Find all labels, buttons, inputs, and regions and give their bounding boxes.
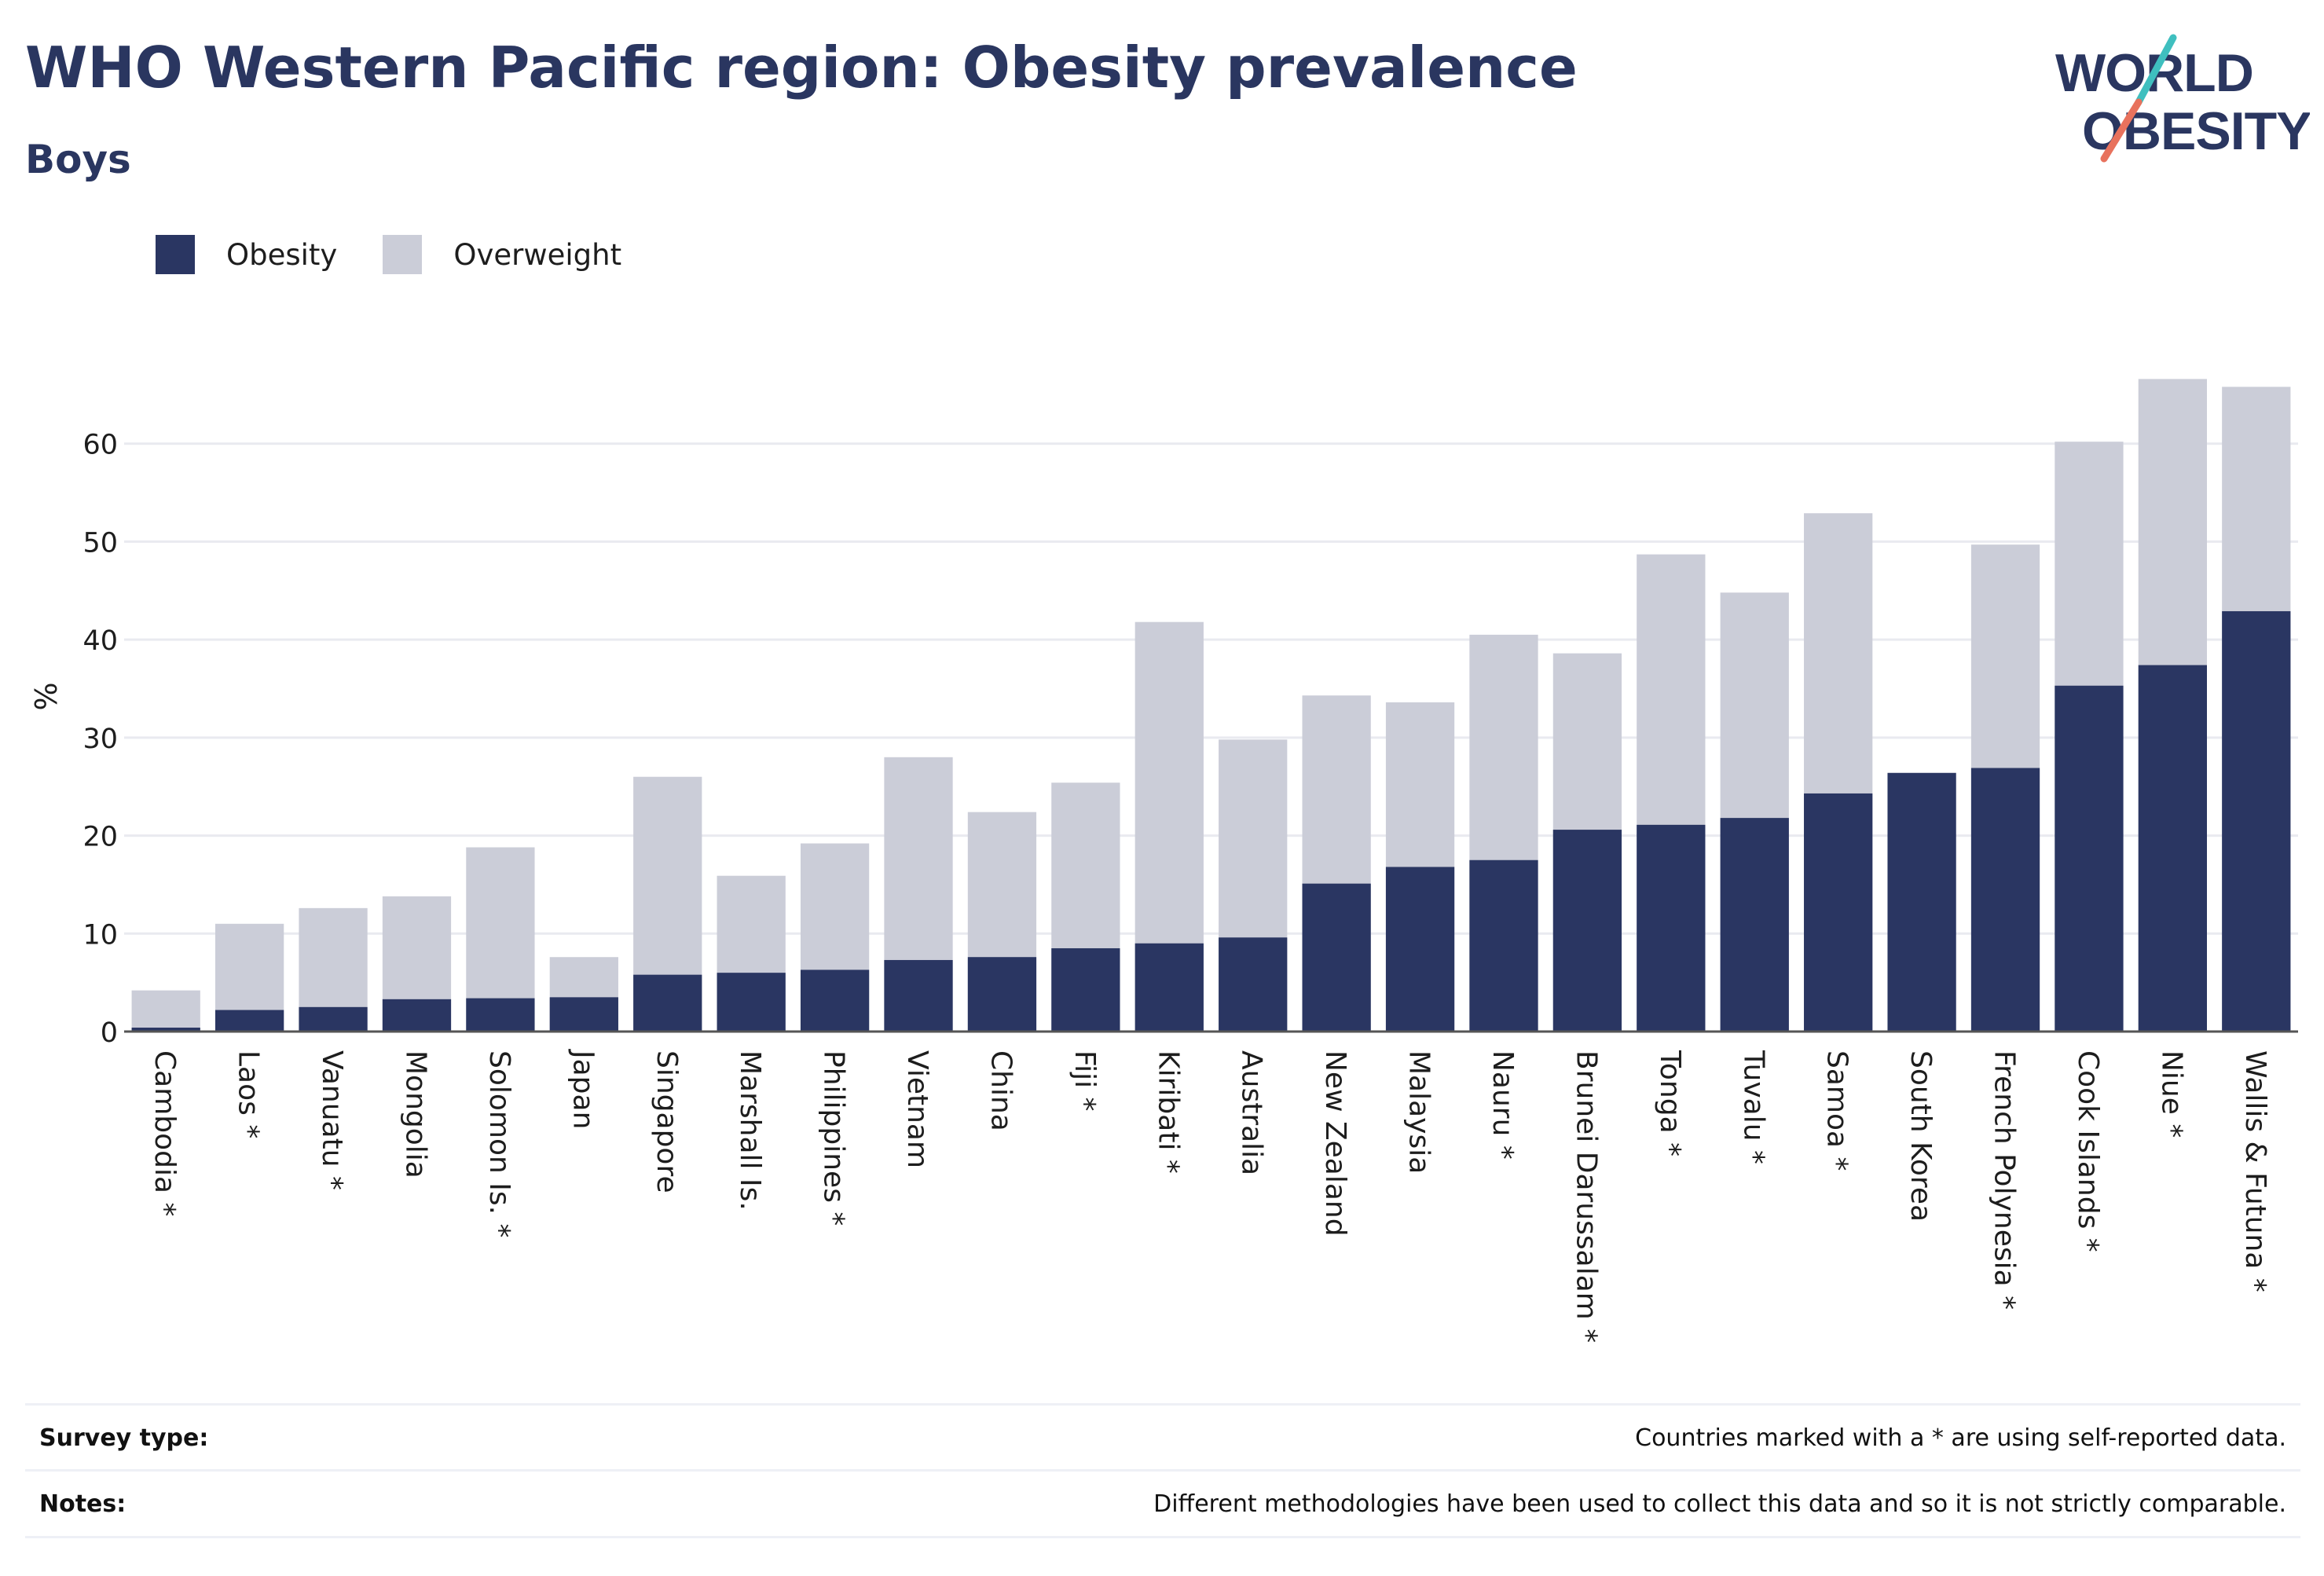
- y-tick-label-60: 60: [82, 430, 118, 461]
- bar-obesity-vanuatu: [299, 1006, 368, 1032]
- x-tick-label-tonga: Tonga *: [1654, 1050, 1686, 1156]
- footer-notes-row: Notes: Different methodologies have been…: [25, 1469, 2300, 1538]
- x-tick-label-south-korea: South Korea: [1904, 1050, 1937, 1222]
- x-tick-label-french-polynesia: French Polynesia *: [1989, 1050, 2021, 1310]
- y-tick-label-0: 0: [101, 1017, 118, 1049]
- bar-obesity-laos: [215, 1010, 284, 1032]
- bar-overweight-cambodia: [131, 990, 200, 1032]
- x-tick-label-kiribati: Kiribati *: [1152, 1050, 1184, 1174]
- bar-obesity-fiji: [1051, 947, 1120, 1032]
- legend-label-overweight: Overweight: [453, 237, 622, 272]
- x-tick-label-new-zealand: New Zealand: [1319, 1050, 1351, 1237]
- notes-label: Notes:: [39, 1490, 126, 1518]
- x-tick-label-fiji: Fiji *: [1069, 1050, 1101, 1112]
- bar-obesity-vietnam: [884, 959, 953, 1032]
- legend-item-overweight: Overweight: [383, 235, 621, 274]
- y-tick-label-50: 50: [82, 527, 118, 559]
- bar-obesity-niue: [2138, 665, 2207, 1032]
- bar-obesity-marshall-is: [717, 973, 786, 1032]
- survey-type-value: Countries marked with a * are using self…: [1635, 1424, 2286, 1452]
- bar-obesity-wallis-futuna: [2222, 610, 2291, 1032]
- y-tick-label-10: 10: [82, 919, 118, 951]
- y-tick-label-20: 20: [82, 822, 118, 853]
- x-tick-label-tuvalu: Tuvalu *: [1737, 1050, 1769, 1164]
- y-axis-label: %: [29, 682, 64, 710]
- bar-obesity-cook-islands: [2055, 685, 2124, 1032]
- world-obesity-logo: WORLD OBESITY: [2055, 34, 2310, 163]
- x-tick-label-laos: Laos *: [233, 1050, 265, 1138]
- chart-title: WHO Western Pacific region: Obesity prev…: [25, 35, 1578, 101]
- bar-obesity-philippines: [800, 969, 870, 1032]
- footer-survey-type-row: Survey type: Countries marked with a * a…: [25, 1403, 2300, 1470]
- notes-value: Different methodologies have been used t…: [1153, 1490, 2286, 1518]
- x-tick-label-brunei-darussalam: Brunei Darussalam *: [1570, 1050, 1602, 1343]
- legend-swatch-obesity: [156, 235, 195, 274]
- chart-subtitle: Boys: [25, 137, 131, 182]
- x-tick-label-philippines: Philippines *: [818, 1050, 850, 1226]
- x-tick-label-singapore: Singapore: [651, 1050, 683, 1193]
- bar-obesity-brunei-darussalam: [1552, 830, 1622, 1032]
- x-tick-label-australia: Australia: [1236, 1050, 1268, 1175]
- bar-obesity-malaysia: [1385, 867, 1455, 1032]
- bar-obesity-french-polynesia: [1970, 768, 2040, 1032]
- legend-label-obesity: Obesity: [226, 237, 338, 272]
- bar-obesity-mongolia: [382, 999, 452, 1032]
- x-tick-label-niue: Niue *: [2155, 1050, 2187, 1138]
- logo-slash-bottom: [2100, 98, 2143, 163]
- bar-obesity-solomon-is: [466, 998, 535, 1032]
- x-tick-label-vietnam: Vietnam: [901, 1050, 933, 1168]
- bar-obesity-japan: [549, 997, 618, 1032]
- x-tick-label-japan: Japan: [566, 1049, 599, 1129]
- bar-chart: 0 10 20 30 40 50 60% Cambodia * Laos * Vanuatu * M…: [29, 379, 2298, 1343]
- bar-obesity-china: [967, 957, 1037, 1032]
- x-tick-label-vanuatu: Vanuatu *: [316, 1050, 348, 1190]
- chart-legend: Obesity Overweight: [156, 233, 667, 277]
- bar-obesity-south-korea: [1887, 772, 1956, 1032]
- bar-obesity-new-zealand: [1302, 883, 1371, 1032]
- bar-obesity-tuvalu: [1720, 818, 1789, 1032]
- survey-type-label: Survey type:: [39, 1424, 209, 1452]
- x-tick-label-solomon-is: Solomon Is. *: [483, 1050, 515, 1238]
- bar-obesity-singapore: [633, 974, 702, 1032]
- x-tick-label-cook-islands: Cook Islands *: [2072, 1050, 2104, 1252]
- legend-swatch-overweight: [383, 235, 423, 274]
- x-tick-label-mongolia: Mongolia: [399, 1050, 431, 1178]
- x-tick-label-malaysia: Malaysia: [1403, 1050, 1435, 1174]
- x-tick-label-samoa: Samoa *: [1821, 1050, 1853, 1171]
- x-tick-label-wallis-futuna: Wallis & Futuna *: [2239, 1050, 2271, 1292]
- y-tick-label-40: 40: [82, 625, 118, 657]
- x-tick-label-nauru: Nauru *: [1486, 1050, 1519, 1160]
- bar-obesity-cambodia: [131, 1028, 200, 1032]
- bar-obesity-nauru: [1469, 859, 1538, 1032]
- logo-slash-top: [2135, 34, 2177, 106]
- bar-obesity-australia: [1219, 937, 1288, 1032]
- bar-obesity-tonga: [1637, 824, 1706, 1032]
- bar-obesity-kiribati: [1135, 943, 1204, 1032]
- x-tick-label-cambodia: Cambodia *: [148, 1050, 181, 1217]
- x-tick-label-marshall-is: Marshall Is.: [734, 1050, 766, 1211]
- x-tick-label-china: China: [984, 1050, 1017, 1131]
- y-tick-label-30: 30: [82, 724, 118, 755]
- legend-item-obesity: Obesity: [156, 235, 337, 274]
- bar-obesity-samoa: [1804, 793, 1873, 1032]
